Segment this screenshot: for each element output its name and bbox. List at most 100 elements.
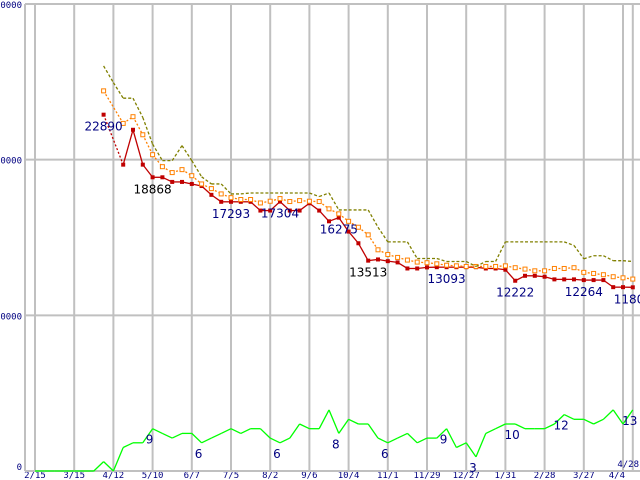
series-average-point	[600, 272, 606, 278]
series-price-point	[601, 278, 606, 283]
series-price-point	[160, 175, 165, 180]
series-price-point	[278, 199, 282, 204]
x-tick-label: 3/15	[63, 471, 85, 480]
x-tick-label: 9/6	[301, 471, 317, 480]
series-average-point	[306, 198, 312, 204]
series-count-segment	[377, 437, 389, 444]
series-price-point	[415, 266, 420, 271]
x-tick-label: 11/1	[377, 471, 399, 480]
series-average-point	[512, 265, 518, 271]
series-high-segment	[152, 143, 163, 161]
series-high-segment	[436, 257, 447, 263]
series-price-point	[170, 179, 175, 184]
x-tick-label: 1/31	[495, 471, 517, 480]
series-average-point	[375, 247, 381, 253]
series-price-point	[611, 285, 616, 290]
series-count-segment	[495, 423, 506, 430]
series-price-point	[532, 273, 537, 278]
series-average-point	[414, 259, 420, 265]
series-average-point	[179, 167, 185, 173]
x-tick-label: 2/15	[24, 471, 46, 480]
series-count-segment	[328, 409, 340, 434]
series-count-segment	[103, 461, 114, 472]
x-tick-label: 3/27	[573, 471, 595, 480]
count-data-label: 10	[505, 428, 520, 442]
x-tick-label: 4/4	[609, 471, 625, 480]
series-price-point	[297, 208, 302, 213]
series-average-point	[316, 199, 322, 205]
series-price-point	[258, 208, 263, 213]
series-average-point	[463, 263, 469, 269]
series-average-point	[434, 261, 440, 267]
series-price-point	[621, 285, 625, 290]
x-tick-label: 6/7	[184, 471, 200, 480]
price-data-label: 12264	[565, 285, 603, 299]
series-price-point	[542, 274, 547, 279]
series-high-segment	[583, 255, 594, 260]
count-data-label: 12	[554, 419, 569, 433]
series-high-segment	[220, 183, 232, 195]
x-tick-label: 4/12	[103, 471, 125, 480]
series-high-segment	[377, 226, 389, 243]
series-high-segment	[367, 209, 379, 228]
series-count-segment	[220, 428, 232, 434]
series-average-point	[208, 186, 214, 192]
count-data-label: 9	[146, 433, 154, 447]
series-price-point	[513, 278, 518, 283]
series-average-point	[571, 265, 577, 271]
price-data-label: 17304	[261, 207, 299, 221]
series-price-point	[131, 127, 135, 132]
series-average-point	[522, 266, 528, 272]
x-tick-label: 2/28	[534, 471, 556, 480]
series-price-segment	[102, 114, 124, 165]
series-average-point	[561, 265, 567, 271]
series-count-segment	[416, 437, 428, 444]
series-average-point	[346, 218, 352, 224]
series-price-point	[385, 259, 390, 264]
series-price-point	[503, 267, 508, 272]
series-count-segment	[269, 437, 281, 444]
count-data-label: 6	[273, 447, 281, 461]
count-data-label: 3	[469, 461, 477, 475]
series-high-segment	[318, 192, 330, 198]
x-tick-label: 7/5	[223, 471, 239, 480]
series-average-point	[444, 262, 450, 268]
price-data-label: 22890	[85, 120, 123, 134]
series-count-segment	[563, 414, 575, 420]
series-high-segment	[328, 192, 340, 211]
series-price-point	[121, 162, 126, 167]
series-price-point	[219, 199, 224, 204]
series-count-segment	[475, 433, 487, 458]
series-average-point	[169, 170, 175, 176]
series-average-point	[404, 257, 410, 263]
series-count-segment	[112, 447, 124, 472]
series-price-segment	[338, 217, 350, 232]
series-count-segment	[367, 423, 379, 439]
series-count-segment	[259, 428, 271, 439]
series-price-point	[366, 258, 371, 263]
series-price-point	[346, 229, 351, 234]
series-count-segment	[593, 418, 604, 425]
series-price-point	[140, 162, 145, 167]
series-average-segment	[367, 234, 379, 251]
series-average-point	[238, 197, 244, 203]
series-high-segment	[132, 97, 144, 118]
x-tick-label: 8/2	[262, 471, 278, 480]
series-price-point	[229, 199, 233, 204]
series-count-segment	[152, 428, 163, 434]
series-count-segment	[446, 428, 457, 448]
series-count-segment	[240, 428, 251, 434]
series-high-segment	[309, 192, 320, 198]
series-average-point	[532, 268, 538, 274]
series-price-point	[287, 208, 292, 213]
series-count-segment	[553, 414, 565, 425]
series-high-segment	[406, 241, 418, 259]
x-tick-label: 4/28	[617, 460, 639, 470]
x-tick-label: 5/10	[142, 471, 164, 480]
series-average-point	[591, 270, 597, 276]
count-data-label: 6	[381, 447, 389, 461]
series-count-segment	[122, 442, 134, 449]
series-high-segment	[142, 117, 154, 145]
series-price-point	[376, 257, 380, 262]
series-count-segment	[289, 423, 301, 439]
